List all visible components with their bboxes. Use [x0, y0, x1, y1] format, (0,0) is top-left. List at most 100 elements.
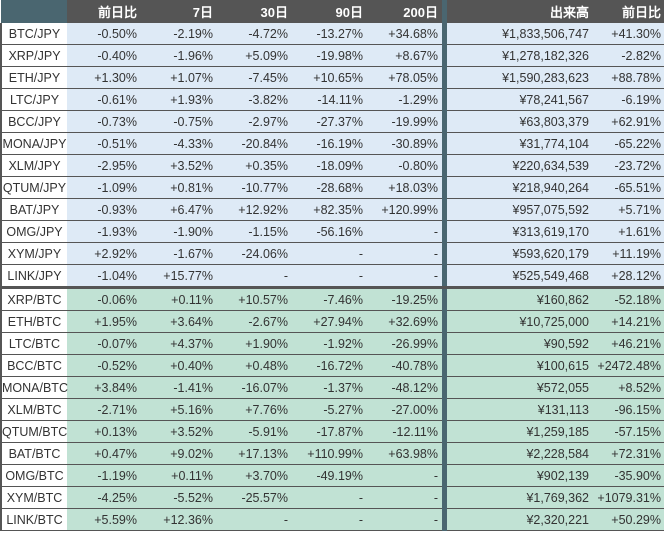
change-d1: -1.09% [67, 176, 141, 199]
change-d90: +10.65% [292, 66, 367, 89]
column-separator [442, 376, 447, 399]
table-row: LINK/BTC +5.59% +12.36% - - - ¥2,320,221 +50.29… [0, 508, 664, 531]
pair-name: LTC/BTC [0, 332, 67, 355]
column-separator [442, 198, 447, 221]
volume-change: -23.72% [593, 154, 664, 177]
change-d1: +1.95% [67, 310, 141, 333]
change-d90: +110.99% [292, 442, 367, 465]
change-d1: -0.93% [67, 198, 141, 221]
change-d1: -1.93% [67, 220, 141, 243]
change-d30: - [217, 508, 292, 531]
volume-value: ¥131,113 [447, 398, 593, 421]
pair-name: QTUM/BTC [0, 420, 67, 443]
table-row: BAT/BTC +0.47% +9.02% +17.13% +110.99% +63.98… [0, 442, 664, 465]
volume-value: ¥957,075,592 [447, 198, 593, 221]
change-d200: -19.25% [367, 287, 442, 311]
volume-change: +14.21% [593, 310, 664, 333]
change-d7: -5.52% [141, 486, 217, 509]
header-90d: 90日 [292, 0, 367, 23]
column-separator [442, 287, 447, 311]
volume-value: ¥218,940,264 [447, 176, 593, 199]
volume-value: ¥1,278,182,326 [447, 44, 593, 67]
header-corner [1, 0, 67, 23]
change-d30: -25.57% [217, 486, 292, 509]
change-d90: -5.27% [292, 398, 367, 421]
change-d1: +1.30% [67, 66, 141, 89]
column-separator [442, 154, 447, 177]
volume-change: +28.12% [593, 264, 664, 289]
change-d1: -4.25% [67, 486, 141, 509]
change-d30: - [217, 264, 292, 289]
header-30d: 30日 [217, 0, 292, 23]
column-separator [442, 508, 447, 531]
pair-name: QTUM/JPY [0, 176, 67, 199]
change-d90: -14.11% [292, 88, 367, 111]
volume-change: -52.18% [593, 287, 664, 311]
column-separator [442, 176, 447, 199]
change-d200: -0.80% [367, 154, 442, 177]
change-d30: +10.57% [217, 287, 292, 311]
pair-name: BTC/JPY [0, 23, 67, 45]
change-d30: +3.70% [217, 464, 292, 487]
table-row: OMG/BTC -1.19% +0.11% +3.70% -49.19% - ¥902,13… [0, 464, 664, 487]
table-row: LINK/JPY -1.04% +15.77% - - - ¥525,549,468 +28.… [0, 264, 664, 289]
change-d90: -13.27% [292, 23, 367, 45]
volume-change: +11.19% [593, 242, 664, 265]
volume-change: +62.91% [593, 110, 664, 133]
header-volume-change: 前日比 [593, 0, 664, 23]
table-row: OMG/JPY -1.93% -1.90% -1.15% -56.16% - ¥313,61… [0, 220, 664, 243]
pair-name: BAT/JPY [0, 198, 67, 221]
change-d7: -1.90% [141, 220, 217, 243]
volume-value: ¥525,549,468 [447, 264, 593, 289]
volume-value: ¥10,725,000 [447, 310, 593, 333]
change-d30: +1.90% [217, 332, 292, 355]
change-d200: -12.11% [367, 420, 442, 443]
change-d200: - [367, 464, 442, 487]
table-row: QTUM/BTC +0.13% +3.52% -5.91% -17.87% -12.11%… [0, 420, 664, 443]
table-row: LTC/JPY -0.61% +1.93% -3.82% -14.11% -1.29% ¥7… [0, 88, 664, 111]
change-d30: -7.45% [217, 66, 292, 89]
change-d200: +18.03% [367, 176, 442, 199]
column-separator [442, 310, 447, 333]
pair-name: OMG/JPY [0, 220, 67, 243]
change-d30: +0.35% [217, 154, 292, 177]
change-d90: - [292, 486, 367, 509]
table-row: XRP/JPY -0.40% -1.96% +5.09% -19.98% +8.67% ¥1… [0, 44, 664, 67]
volume-change: -2.82% [593, 44, 664, 67]
change-d200: -1.29% [367, 88, 442, 111]
table-row: BCC/JPY -0.73% -0.75% -2.97% -27.37% -19.99% ¥… [0, 110, 664, 133]
change-d7: +9.02% [141, 442, 217, 465]
column-separator [442, 264, 447, 289]
change-d1: -0.07% [67, 332, 141, 355]
change-d1: +0.13% [67, 420, 141, 443]
header-volume: 出来高 [447, 0, 593, 23]
change-d200: - [367, 220, 442, 243]
volume-change: +46.21% [593, 332, 664, 355]
change-d30: -2.67% [217, 310, 292, 333]
change-d1: -1.04% [67, 264, 141, 289]
volume-change: +41.30% [593, 23, 664, 45]
change-d30: -24.06% [217, 242, 292, 265]
change-d90: -56.16% [292, 220, 367, 243]
change-d7: +0.40% [141, 354, 217, 377]
volume-value: ¥90,592 [447, 332, 593, 355]
volume-value: ¥902,139 [447, 464, 593, 487]
change-d90: -1.37% [292, 376, 367, 399]
change-d1: -2.95% [67, 154, 141, 177]
column-separator [442, 464, 447, 487]
change-d90: -28.68% [292, 176, 367, 199]
volume-change: +50.29% [593, 508, 664, 531]
volume-value: ¥2,228,584 [447, 442, 593, 465]
volume-value: ¥1,833,506,747 [447, 23, 593, 45]
volume-value: ¥160,862 [447, 287, 593, 311]
volume-value: ¥313,619,170 [447, 220, 593, 243]
volume-value: ¥2,320,221 [447, 508, 593, 531]
change-d200: - [367, 242, 442, 265]
change-d200: - [367, 508, 442, 531]
table-row: XLM/JPY -2.95% +3.52% +0.35% -18.09% -0.80% ¥2… [0, 154, 664, 177]
table-row: XYM/JPY +2.92% -1.67% -24.06% - - ¥593,620,179… [0, 242, 664, 265]
change-d90: -49.19% [292, 464, 367, 487]
volume-change: +2472.48% [593, 354, 664, 377]
change-d200: +8.67% [367, 44, 442, 67]
volume-value: ¥220,634,539 [447, 154, 593, 177]
